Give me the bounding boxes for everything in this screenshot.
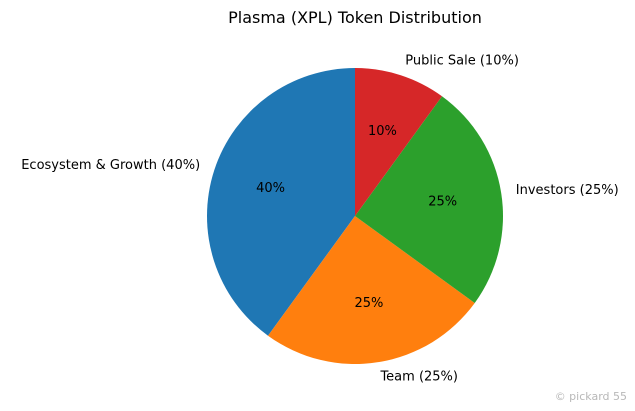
- slice-percent-label: 25%: [354, 296, 383, 311]
- watermark: © pickard 55: [554, 390, 627, 403]
- slice-percent-label: 40%: [256, 181, 285, 196]
- chart-title: Plasma (XPL) Token Distribution: [228, 8, 482, 27]
- pie-slice: [355, 96, 503, 303]
- pie-slice: [268, 216, 475, 365]
- slice-label: Ecosystem & Growth (40%): [21, 158, 200, 173]
- pie-slices: [207, 68, 503, 365]
- pie-slice: [355, 68, 442, 216]
- slice-label: Team (25%): [379, 369, 458, 384]
- slice-percent-label: 25%: [428, 195, 457, 210]
- slice-percent-label: 10%: [368, 124, 397, 139]
- pie-slice: [207, 68, 355, 336]
- pie-labels: Ecosystem & Growth (40%) 40% Team (25%) 25%…: [21, 54, 618, 385]
- slice-label: Investors (25%): [516, 183, 619, 198]
- slice-label: Public Sale (10%): [405, 54, 519, 69]
